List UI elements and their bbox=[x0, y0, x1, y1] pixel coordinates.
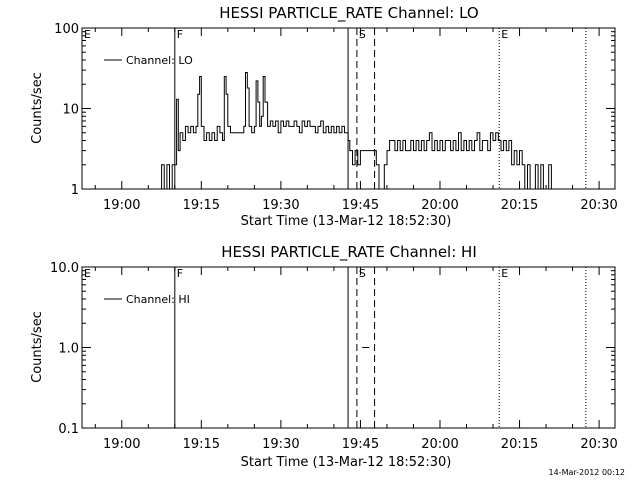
x-tick-label: 20:00 bbox=[421, 198, 458, 213]
y-axis-label: Counts/sec bbox=[30, 72, 45, 144]
chart-title: HESSI PARTICLE_RATE Channel: HI bbox=[221, 243, 477, 262]
legend: Channel: HI bbox=[104, 293, 190, 306]
x-tick-label: 19:15 bbox=[183, 198, 220, 213]
y-axis-label: Counts/sec bbox=[30, 311, 45, 383]
legend-entry: Channel: LO bbox=[126, 54, 193, 67]
marker-label: S bbox=[359, 28, 366, 41]
marker-label: F bbox=[177, 267, 183, 280]
y-tick-label: 1.0 bbox=[58, 342, 79, 357]
chart-panel-lo: HESSI PARTICLE_RATE Channel: LO Counts/s… bbox=[30, 4, 618, 229]
y-tick-label: 0.1 bbox=[58, 422, 79, 437]
x-tick-label: 19:00 bbox=[103, 198, 140, 213]
x-tick-label: 19:30 bbox=[262, 198, 299, 213]
legend: Channel: LO bbox=[104, 54, 193, 67]
x-tick-label: 20:00 bbox=[421, 437, 458, 452]
x-ticks: 19:00 19:15 19:30 19:45 20:00 20:15 20:30 bbox=[94, 28, 618, 213]
y-ticks: 1 10 100 bbox=[54, 22, 615, 198]
x-tick-label: 19:45 bbox=[342, 198, 379, 213]
y-ticks: 0.1 1.0 10.0 bbox=[50, 261, 615, 437]
data-series bbox=[158, 72, 552, 190]
x-tick-label: 20:30 bbox=[580, 437, 617, 452]
y-tick-label: 1 bbox=[71, 183, 79, 198]
x-tick-label: 19:45 bbox=[342, 437, 379, 452]
x-axis-label: Start Time (13-Mar-12 18:52:30) bbox=[241, 214, 452, 229]
legend-entry: Channel: HI bbox=[126, 293, 190, 306]
x-axis-label: Start Time (13-Mar-12 18:52:30) bbox=[241, 455, 452, 470]
marker-label: E bbox=[501, 28, 508, 41]
y-tick-label: 10 bbox=[62, 103, 79, 118]
marker-label: E bbox=[84, 267, 91, 280]
y-tick-label: 100 bbox=[54, 22, 79, 37]
marker-label: E bbox=[501, 267, 508, 280]
x-tick-label: 19:15 bbox=[183, 437, 220, 452]
footer-timestamp: 14-Mar-2012 00:12 bbox=[549, 468, 626, 477]
chart-panel-hi: HESSI PARTICLE_RATE Channel: HI Counts/s… bbox=[30, 243, 618, 470]
marker-label: F bbox=[177, 28, 183, 41]
series-line bbox=[158, 72, 552, 190]
x-tick-label: 20:15 bbox=[501, 198, 538, 213]
marker-label: S bbox=[359, 267, 366, 280]
x-tick-label: 19:00 bbox=[103, 437, 140, 452]
x-tick-label: 20:30 bbox=[580, 198, 617, 213]
x-tick-label: 19:30 bbox=[262, 437, 299, 452]
x-tick-label: 20:15 bbox=[501, 437, 538, 452]
x-ticks: 19:00 19:15 19:30 19:45 20:00 20:15 20:30 bbox=[94, 267, 618, 452]
y-tick-label: 10.0 bbox=[50, 261, 79, 276]
chart-title: HESSI PARTICLE_RATE Channel: LO bbox=[219, 4, 478, 23]
marker-label: E bbox=[84, 28, 91, 41]
